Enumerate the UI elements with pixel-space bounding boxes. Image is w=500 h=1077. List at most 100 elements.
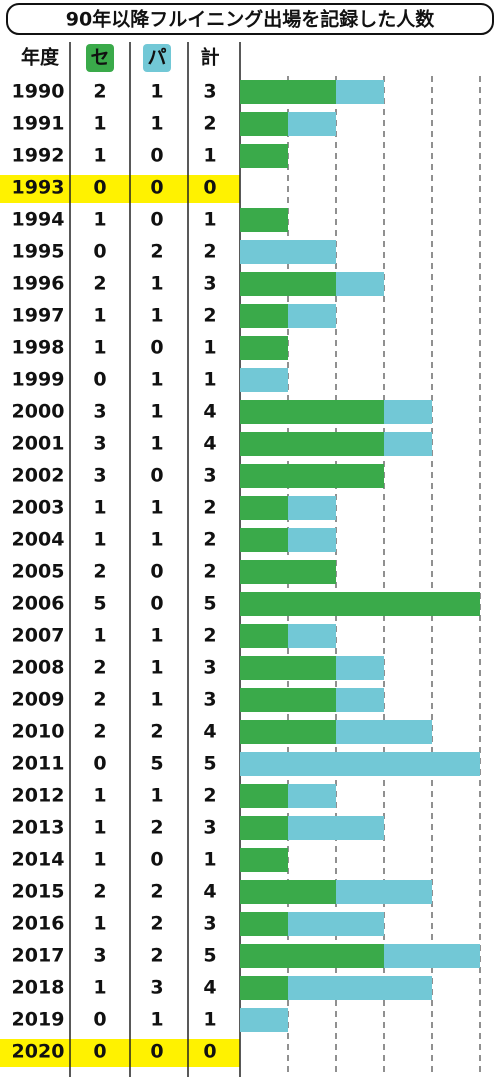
bar bbox=[240, 752, 480, 776]
bar bbox=[288, 528, 336, 552]
year-label: 2020 bbox=[12, 1041, 65, 1063]
bar bbox=[288, 976, 432, 1000]
series-value: 1 bbox=[150, 625, 163, 647]
total-value: 0 bbox=[203, 1041, 216, 1063]
series-value: 2 bbox=[150, 721, 163, 743]
bar bbox=[240, 208, 288, 232]
series-value: 0 bbox=[93, 177, 106, 199]
bar bbox=[240, 336, 288, 360]
series-value: 1 bbox=[93, 497, 106, 519]
series-value: 1 bbox=[93, 977, 106, 999]
total-value: 5 bbox=[203, 945, 216, 967]
series-value: 2 bbox=[93, 657, 106, 679]
year-label: 2005 bbox=[12, 561, 65, 583]
total-value: 3 bbox=[203, 689, 216, 711]
bar bbox=[288, 304, 336, 328]
row-highlight bbox=[0, 175, 240, 203]
total-value: 5 bbox=[203, 593, 216, 615]
year-label: 2012 bbox=[12, 785, 65, 807]
total-value: 0 bbox=[203, 177, 216, 199]
series-value: 0 bbox=[150, 849, 163, 871]
series-header-box bbox=[143, 44, 171, 72]
bar bbox=[288, 784, 336, 808]
year-label: 2018 bbox=[12, 977, 65, 999]
series-value: 5 bbox=[93, 593, 106, 615]
total-value: 4 bbox=[203, 401, 216, 423]
series-value: 2 bbox=[150, 881, 163, 903]
series-value: 1 bbox=[150, 305, 163, 327]
series-value: 1 bbox=[150, 1009, 163, 1031]
series-value: 3 bbox=[93, 433, 106, 455]
series-value: 3 bbox=[93, 401, 106, 423]
total-value: 2 bbox=[203, 497, 216, 519]
series-value: 0 bbox=[93, 1009, 106, 1031]
total-value: 3 bbox=[203, 913, 216, 935]
series-value: 1 bbox=[93, 817, 106, 839]
bar bbox=[240, 304, 288, 328]
bar bbox=[240, 944, 384, 968]
bar bbox=[240, 1008, 288, 1032]
series-value: 1 bbox=[93, 529, 106, 551]
total-value: 3 bbox=[203, 81, 216, 103]
bar bbox=[336, 880, 432, 904]
bar bbox=[288, 816, 384, 840]
bar bbox=[240, 496, 288, 520]
series-header: パ bbox=[147, 47, 166, 69]
bar bbox=[384, 432, 432, 456]
year-label: 1994 bbox=[12, 209, 65, 231]
bar bbox=[336, 80, 384, 104]
series-value: 0 bbox=[93, 241, 106, 263]
year-label: 2010 bbox=[12, 721, 65, 743]
total-value: 2 bbox=[203, 625, 216, 647]
bar bbox=[336, 688, 384, 712]
total-value: 4 bbox=[203, 433, 216, 455]
total-value: 1 bbox=[203, 209, 216, 231]
bar bbox=[240, 784, 288, 808]
bar bbox=[336, 656, 384, 680]
total-value: 1 bbox=[203, 145, 216, 167]
series-value: 0 bbox=[93, 753, 106, 775]
total-header: 計 bbox=[200, 46, 219, 69]
total-value: 3 bbox=[203, 657, 216, 679]
year-label: 2014 bbox=[12, 849, 65, 871]
category-header: 年度 bbox=[21, 46, 60, 69]
series-value: 3 bbox=[93, 945, 106, 967]
series-value: 1 bbox=[93, 305, 106, 327]
bar bbox=[240, 144, 288, 168]
year-label: 1991 bbox=[12, 113, 65, 135]
total-value: 2 bbox=[203, 785, 216, 807]
series-value: 2 bbox=[93, 81, 106, 103]
title-box bbox=[6, 3, 494, 35]
series-value: 0 bbox=[150, 209, 163, 231]
year-label: 2001 bbox=[12, 433, 65, 455]
bar bbox=[240, 656, 336, 680]
total-value: 2 bbox=[203, 529, 216, 551]
total-value: 4 bbox=[203, 881, 216, 903]
total-value: 1 bbox=[203, 849, 216, 871]
bar bbox=[336, 720, 432, 744]
year-label: 1990 bbox=[12, 81, 65, 103]
series-value: 3 bbox=[93, 465, 106, 487]
year-label: 1992 bbox=[12, 145, 65, 167]
series-value: 2 bbox=[93, 561, 106, 583]
series-value: 2 bbox=[93, 721, 106, 743]
series-value: 1 bbox=[93, 785, 106, 807]
total-value: 1 bbox=[203, 369, 216, 391]
series-value: 3 bbox=[150, 977, 163, 999]
series-value: 1 bbox=[93, 209, 106, 231]
series-value: 5 bbox=[150, 753, 163, 775]
series-value: 2 bbox=[93, 881, 106, 903]
year-label: 1996 bbox=[12, 273, 65, 295]
series-value: 1 bbox=[93, 849, 106, 871]
bar bbox=[240, 624, 288, 648]
series-value: 1 bbox=[93, 913, 106, 935]
year-label: 1999 bbox=[12, 369, 65, 391]
bar bbox=[240, 592, 480, 616]
series-value: 0 bbox=[93, 369, 106, 391]
row-highlight bbox=[0, 1039, 240, 1067]
series-value: 1 bbox=[150, 785, 163, 807]
bar bbox=[240, 720, 336, 744]
total-value: 2 bbox=[203, 305, 216, 327]
bar bbox=[240, 528, 288, 552]
